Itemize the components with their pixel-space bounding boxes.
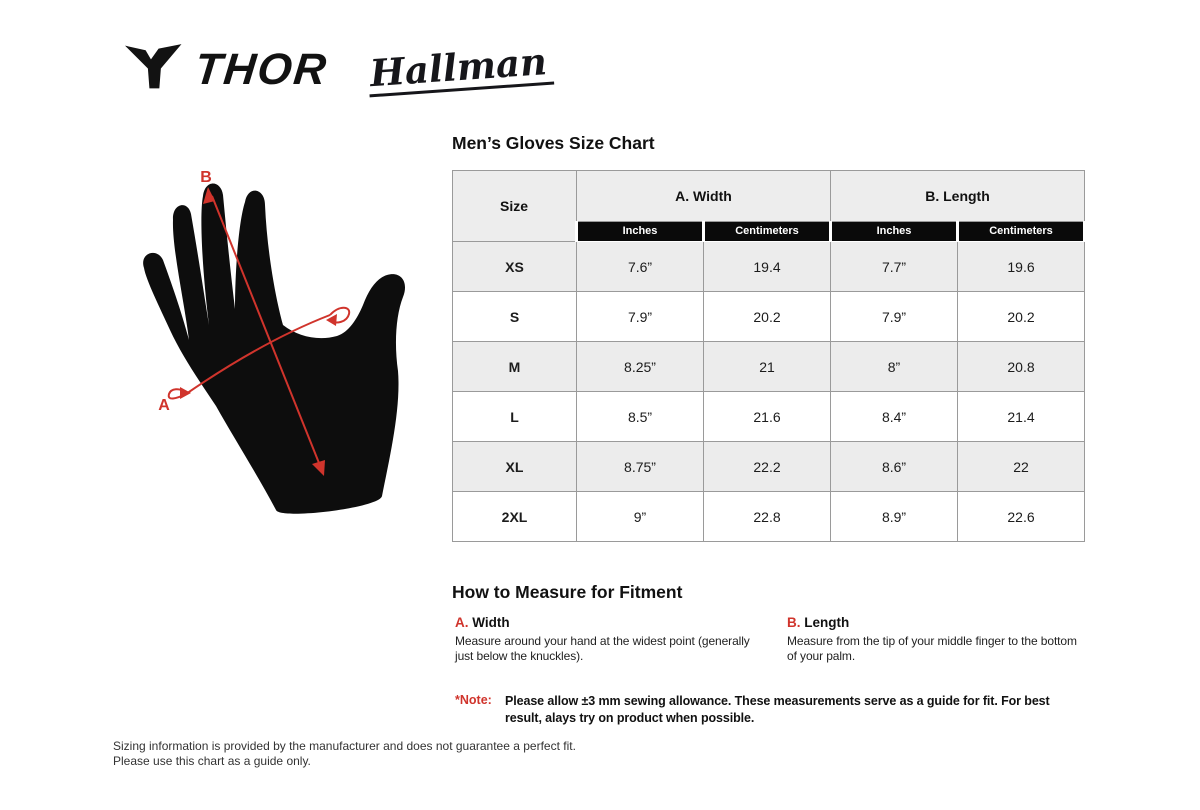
subheader-width-centimeters: Centimeters [702,221,832,242]
subheader-width-inches: Inches [575,221,705,242]
cell-width-cm: 21.6 [703,391,831,442]
cell-length-in: 8” [830,341,958,392]
arrowhead-b-bottom [312,460,325,476]
length-instruction-text: Measure from the tip of your middle fing… [787,634,1077,664]
cell-length-cm: 21.4 [957,391,1085,442]
cell-width-in: 9” [576,491,704,542]
disclaimer-line-2: Please use this chart as a guide only. [113,753,311,768]
cell-width-in: 8.75” [576,441,704,492]
cell-width-in: 7.6” [576,241,704,292]
cell-length-in: 7.9” [830,291,958,342]
cell-size: XS [452,241,577,292]
cell-width-cm: 19.4 [703,241,831,292]
cell-width-in: 8.5” [576,391,704,442]
cell-length-cm: 20.8 [957,341,1085,392]
table-header-row: Size A. Width B. Length [452,170,1085,242]
column-header-size: Size [452,170,577,242]
subheader-length-inches: Inches [829,221,959,242]
cell-width-cm: 21 [703,341,831,392]
label-b: B [200,169,212,186]
cell-width-cm: 22.8 [703,491,831,542]
arrowhead-a-left [180,387,191,399]
thor-icon [125,42,183,97]
cell-length-cm: 22.6 [957,491,1085,542]
cell-length-cm: 22 [957,441,1085,492]
hallman-logo: Hallman [366,39,554,97]
cell-size: M [452,341,577,392]
length-instruction-label: B. Length [787,615,1087,630]
cell-width-cm: 20.2 [703,291,831,342]
cell-length-in: 8.9” [830,491,958,542]
cell-length-cm: 20.2 [957,291,1085,342]
subheader-length-centimeters: Centimeters [956,221,1086,242]
brand-logos: THOR Hallman [125,39,554,97]
cell-width-in: 8.25” [576,341,704,392]
length-title: Length [804,615,850,630]
size-chart-title: Men’s Gloves Size Chart [452,133,655,153]
cell-size: 2XL [452,491,577,542]
glove-diagram: B A [128,158,448,548]
length-instruction: B. Length Measure from the tip of your m… [787,615,1087,665]
length-letter: B. [787,615,801,630]
cell-size: XL [452,441,577,492]
sewing-allowance-note: *Note: Please allow ±3 mm sewing allowan… [455,693,1087,726]
cell-width-cm: 22.2 [703,441,831,492]
table-row: S 7.9” 20.2 7.9” 20.2 [452,291,1085,342]
label-a: A [158,397,170,414]
thor-logo: THOR [125,42,331,97]
column-header-length: B. Length [830,170,1085,222]
measure-arrow-b [211,195,322,469]
width-letter: A. [455,615,469,630]
width-instruction-label: A. Width [455,615,767,630]
size-chart-table: Size A. Width B. Length Inches Centimete… [452,170,1086,542]
width-instruction-text: Measure around your hand at the widest p… [455,634,750,664]
cell-length-cm: 19.6 [957,241,1085,292]
cell-size: L [452,391,577,442]
thor-wordmark: THOR [192,44,331,94]
arrowhead-a-right [326,314,337,326]
width-instruction: A. Width Measure around your hand at the… [455,615,767,665]
cell-length-in: 7.7” [830,241,958,292]
note-text: Please allow ±3 mm sewing allowance. The… [505,694,1050,725]
footer-disclaimer: Sizing information is provided by the ma… [113,739,576,768]
table-row: M 8.25” 21 8” 20.8 [452,341,1085,392]
table-row: XL 8.75” 22.2 8.6” 22 [452,441,1085,492]
cell-length-in: 8.4” [830,391,958,442]
arrowhead-b-top [203,187,215,204]
cell-size: S [452,291,577,342]
table-row: XS 7.6” 19.4 7.7” 19.6 [452,241,1085,292]
measure-section-title: How to Measure for Fitment [452,582,683,602]
table-subheader-row: Inches Centimeters Inches Centimeters [453,221,1086,242]
note-label: *Note: [455,693,492,707]
cell-width-in: 7.9” [576,291,704,342]
disclaimer-line-1: Sizing information is provided by the ma… [113,739,576,753]
table-row: 2XL 9” 22.8 8.9” 22.6 [452,491,1085,542]
column-header-width: A. Width [576,170,831,222]
width-title: Width [472,615,510,630]
cell-length-in: 8.6” [830,441,958,492]
table-row: L 8.5” 21.6 8.4” 21.4 [452,391,1085,442]
